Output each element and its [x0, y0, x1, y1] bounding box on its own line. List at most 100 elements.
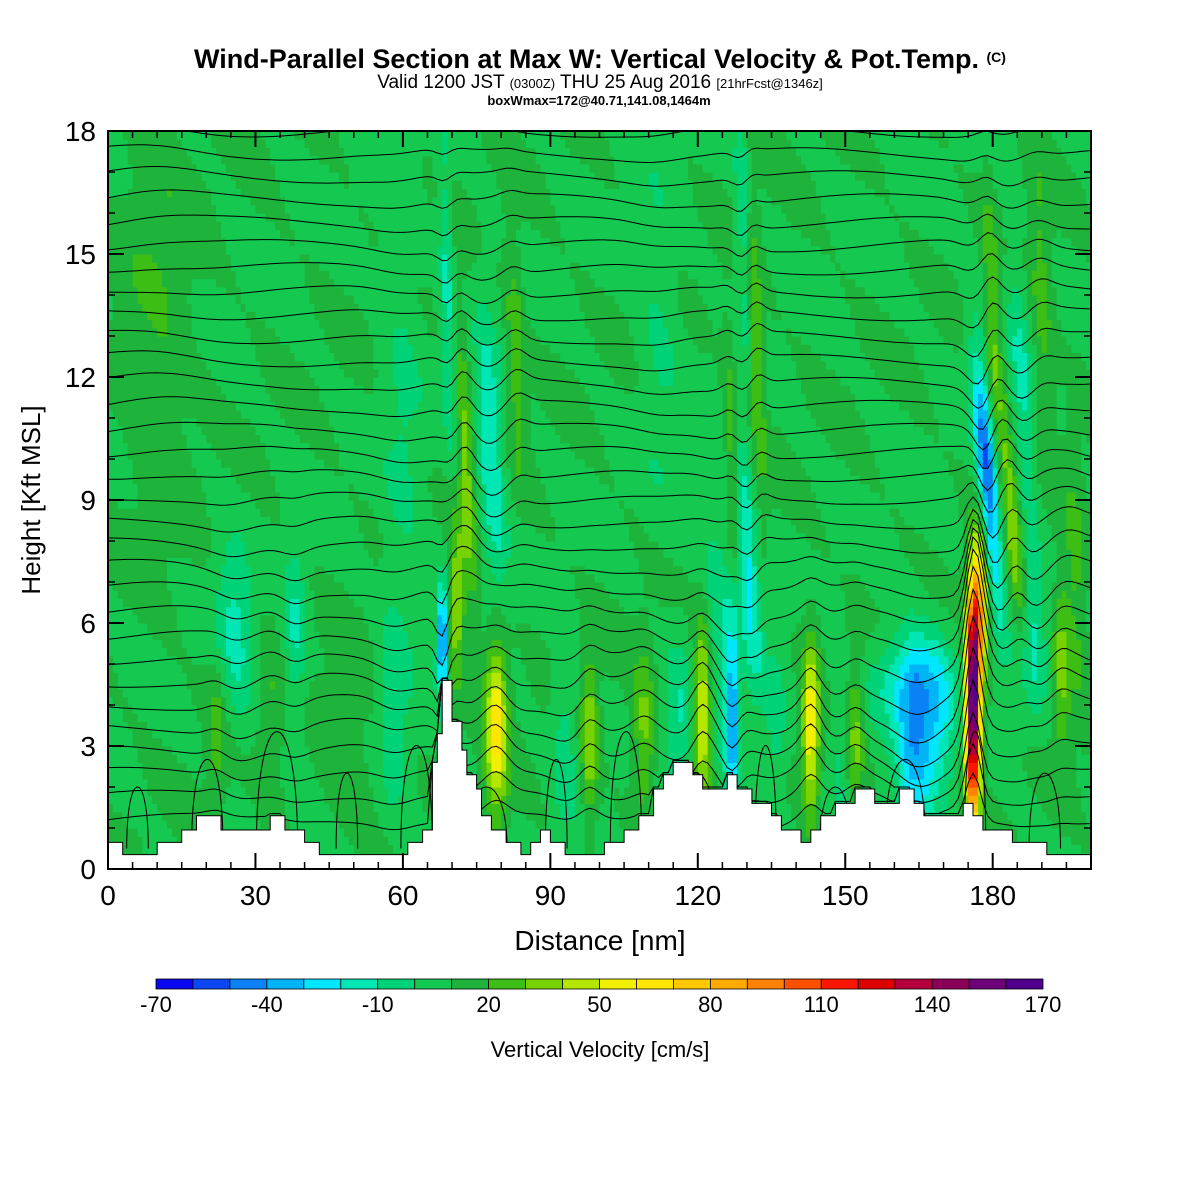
- velocity-cell: [668, 557, 674, 608]
- velocity-cell: [280, 418, 286, 657]
- velocity-cell: [515, 721, 522, 813]
- velocity-cell: [466, 475, 473, 558]
- isentrope-line: [107, 527, 1092, 611]
- isentrope-line: [107, 347, 1092, 385]
- velocity-cell: [643, 655, 650, 698]
- velocity-cell: [850, 393, 856, 476]
- velocity-cell: [334, 131, 340, 173]
- velocity-cell: [309, 377, 316, 452]
- velocity-cell: [515, 229, 522, 247]
- velocity-cell: [216, 221, 222, 288]
- velocity-cell: [265, 459, 271, 517]
- velocity-cell: [191, 336, 198, 419]
- velocity-cell: [299, 254, 306, 263]
- velocity-cell: [299, 582, 306, 673]
- velocity-cell: [766, 729, 773, 870]
- velocity-cell: [722, 131, 728, 189]
- velocity-cell: [1036, 746, 1043, 804]
- velocity-cell: [756, 672, 763, 706]
- velocity-cell: [673, 606, 679, 649]
- velocity-cell: [860, 688, 866, 731]
- velocity-cell: [918, 131, 925, 239]
- velocity-cell: [506, 131, 512, 296]
- velocity-cell: [648, 680, 655, 755]
- velocity-cell: [245, 196, 252, 312]
- velocity-cell: [973, 237, 979, 312]
- velocity-cell: [977, 606, 984, 649]
- velocity-cell: [599, 803, 606, 870]
- velocity-cell: [358, 131, 365, 206]
- velocity-cell: [820, 557, 827, 649]
- velocity-cell: [245, 311, 252, 329]
- copyright-mark: (C): [986, 49, 1006, 65]
- velocity-cell: [923, 385, 930, 435]
- velocity-cell: [289, 557, 296, 599]
- colorbar-tick-label: 50: [587, 992, 612, 1017]
- velocity-cell: [860, 131, 866, 181]
- velocity-cell: [265, 221, 271, 329]
- velocity-cell: [923, 713, 930, 763]
- velocity-cell: [845, 385, 851, 468]
- velocity-cell: [142, 254, 148, 312]
- velocity-cell: [540, 409, 547, 485]
- velocity-cell: [496, 655, 502, 673]
- velocity-cell: [225, 295, 232, 403]
- velocity-cell: [1081, 254, 1087, 362]
- velocity-cell: [761, 713, 768, 870]
- velocity-cell: [658, 204, 664, 312]
- velocity-cell: [840, 131, 846, 165]
- velocity-cell: [1081, 188, 1087, 255]
- velocity-cell: [864, 688, 871, 739]
- velocity-cell: [589, 573, 596, 665]
- velocity-cell: [943, 131, 950, 140]
- velocity-cell: [437, 614, 443, 665]
- velocity-cell: [909, 778, 915, 796]
- velocity-cell: [437, 582, 443, 599]
- velocity-cell: [255, 360, 261, 435]
- velocity-cell: [643, 131, 650, 534]
- velocity-cell: [761, 245, 768, 419]
- velocity-cell: [884, 647, 891, 673]
- colorbar-swatch: [709, 978, 748, 990]
- velocity-cell: [810, 746, 817, 780]
- velocity-cell: [805, 647, 812, 665]
- velocity-cell: [619, 795, 625, 829]
- velocity-cell: [565, 713, 571, 821]
- velocity-cell: [456, 532, 463, 640]
- velocity-cell: [221, 803, 227, 854]
- velocity-cell: [687, 639, 694, 772]
- velocity-cell: [918, 680, 925, 739]
- velocity-cell: [235, 483, 242, 534]
- velocity-cell: [319, 459, 325, 567]
- velocity-cell: [270, 614, 276, 681]
- velocity-cell: [869, 139, 876, 189]
- velocity-cell: [992, 188, 999, 239]
- velocity-cell: [1041, 696, 1048, 747]
- velocity-cell: [766, 131, 773, 198]
- velocity-cell: [245, 705, 252, 755]
- velocity-cell: [855, 721, 861, 763]
- velocity-cell: [1061, 385, 1068, 435]
- velocity-cell: [452, 688, 458, 731]
- velocity-cell: [958, 754, 964, 837]
- velocity-cell: [471, 204, 478, 263]
- velocity-cell: [609, 131, 615, 157]
- velocity-cell: [191, 278, 198, 337]
- velocity-cell: [624, 614, 630, 706]
- velocity-cell: [968, 631, 974, 640]
- velocity-cell: [270, 221, 276, 329]
- velocity-cell: [874, 131, 881, 148]
- velocity-cell: [201, 664, 207, 772]
- velocity-cell: [1022, 770, 1028, 862]
- velocity-cell: [864, 737, 871, 804]
- velocity-cell: [973, 311, 979, 353]
- velocity-cell: [599, 286, 606, 362]
- velocity-cell: [987, 606, 994, 706]
- velocity-cell: [678, 311, 684, 567]
- velocity-cell: [904, 557, 910, 616]
- velocity-cell: [275, 409, 281, 493]
- velocity-cell: [805, 803, 812, 837]
- velocity-cell: [515, 295, 522, 476]
- velocity-cell: [545, 418, 551, 501]
- velocity-cell: [515, 647, 522, 722]
